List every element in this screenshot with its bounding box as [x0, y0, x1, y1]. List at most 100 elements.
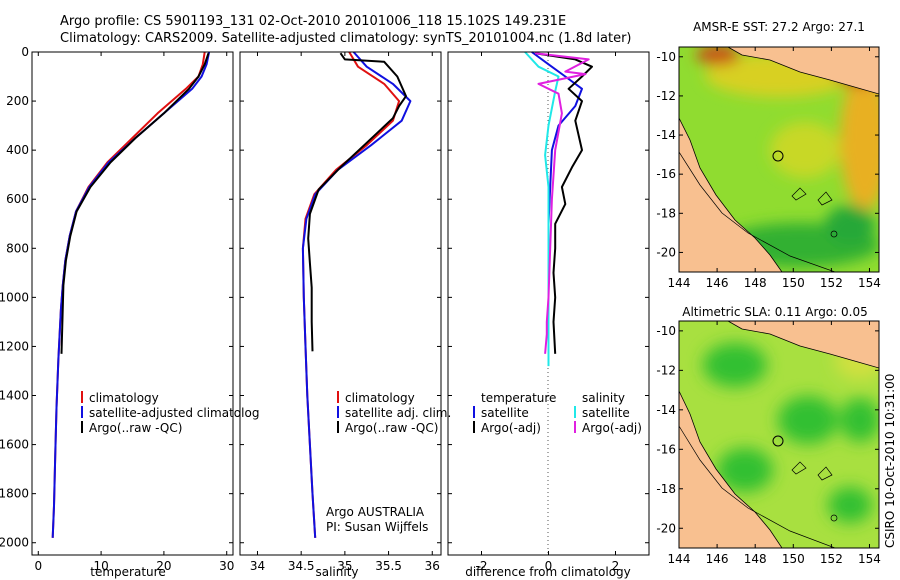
salinity-x-tick-label: 35.5: [375, 559, 402, 573]
legend-label-satellite-adj: satellite adj. clim.: [345, 406, 451, 420]
sst-argo-marker: [772, 150, 784, 162]
sla-high-4: [840, 398, 879, 442]
sst_map-y-tick-label: -12: [656, 89, 676, 103]
sla_map-x-tick-label: 144: [668, 552, 691, 566]
temperature-y-tick-label: 800: [6, 241, 29, 255]
sst_map-x-tick-label: 144: [668, 276, 691, 290]
sst_map-x-tick-label: 148: [744, 276, 767, 290]
temperature-y-tick-label: 600: [6, 192, 29, 206]
sla-high-3: [717, 448, 773, 492]
salinity-x-ticks: 34 34.5 35 35.5 36: [250, 52, 440, 573]
salinity-panel: 34 34.5 35 35.5 36 salinity climatology sate…: [239, 51, 451, 579]
salinity-x-tick-label: 34.5: [288, 559, 315, 573]
difference-x-tick-label: -2: [476, 559, 488, 573]
argo-australia-label: Argo AUSTRALIA: [326, 505, 425, 519]
sla_map-y-tick-label: -12: [656, 363, 676, 377]
sla-land-australia: [679, 390, 783, 548]
temperature-y-tick-label: 1400: [0, 389, 29, 403]
title-line-1: Argo profile: CS 5901193_131 02-Oct-2010…: [60, 14, 566, 29]
salinity-series: [301, 51, 412, 538]
temperature-panel: 0 10 20 30 0 200 400 600 800 1000 1200 1400 1600 180…: [0, 45, 259, 579]
temperature-axes-frame: [31, 51, 234, 556]
temperature-x-tick-label: 20: [156, 559, 171, 573]
sla-shelf-contour: [679, 425, 836, 548]
difference-x-ticks: -2 0 2: [476, 52, 620, 573]
temperature-x-tick-label: 10: [93, 559, 108, 573]
sst-map: AMSR-E SST: 27.2 Argo: 27.1 144 146 148 150…: [656, 20, 881, 290]
difference-x-tick-label: 0: [545, 559, 553, 573]
difference-series-temperature-satellite: [531, 51, 583, 347]
temperature-x-tick-label: 0: [34, 559, 42, 573]
temperature-y-ticks: 0 200 400 600 800 1000 1200 1400 1600 1800 2000: [0, 45, 233, 550]
sla-map-title: Altimetric SLA: 0.11 Argo: 0.05: [682, 305, 867, 319]
temperature-series: [51, 51, 211, 538]
temperature-y-tick-label: 1800: [0, 487, 29, 501]
salinity-x-label: salinity: [315, 565, 358, 579]
sla_map-y-tick-label: -14: [656, 403, 676, 417]
sst_map-y-tick-label: -20: [656, 245, 676, 259]
sla-map-frame: [678, 320, 880, 549]
legend-label-argo: Argo(..raw -QC): [345, 421, 438, 435]
temperature-x-ticks: 0 10 20 30: [34, 52, 234, 573]
legend-label-temp-satellite: satellite: [481, 406, 529, 420]
sla-high-1: [703, 343, 767, 387]
temperature-series-satellite-adjusted-climatology: [51, 51, 211, 538]
temperature-y-tick-label: 2000: [0, 536, 29, 550]
sst-reef-1: [791, 187, 807, 201]
sst-reef-2: [817, 191, 833, 206]
sla-reef-3: [830, 514, 838, 522]
sst-y-ticks: -10 -12 -14 -16 -18 -20: [656, 50, 879, 259]
sla_map-x-tick-label: 146: [706, 552, 729, 566]
legend-label-climatology: climatology: [89, 391, 159, 405]
temperature-series-climatology: [51, 51, 206, 538]
pi-label: PI: Susan Wijffels: [326, 520, 428, 534]
sla_map-x-tick-label: 148: [744, 552, 767, 566]
sla-high-2: [778, 396, 838, 444]
temperature-y-tick-label: 1200: [0, 339, 29, 353]
sla_map-y-tick-label: -10: [656, 324, 676, 338]
sst-x-ticks: 144 146 148 150 152 154: [668, 47, 881, 290]
sla-map: Altimetric SLA: 0.11 Argo: 0.05 144 146 14…: [656, 305, 881, 566]
legend-label-satellite-adjusted: satellite-adjusted climatolog: [89, 406, 259, 420]
sla-high-5: [828, 487, 872, 523]
legend-label-sal-satellite: satellite: [582, 406, 630, 420]
sst-hot-nw: [696, 47, 740, 65]
difference-x-tick-label: 2: [612, 559, 620, 573]
salinity-x-tick-label: 35: [337, 559, 352, 573]
sst-land-png: [727, 47, 879, 95]
temperature-legend: climatology satellite-adjusted climatolo…: [81, 391, 259, 435]
salinity-x-tick-label: 34: [250, 559, 265, 573]
difference-series: [524, 51, 593, 367]
legend-title-temperature: temperature: [481, 391, 556, 405]
temperature-series-argo-raw-qc: [60, 52, 210, 354]
sst_map-y-tick-label: -18: [656, 206, 676, 220]
difference-series-temperature-argo-adj: [534, 52, 593, 354]
temperature-y-tick-label: 200: [6, 94, 29, 108]
sla_map-y-tick-label: -16: [656, 442, 676, 456]
sst_map-y-tick-label: -10: [656, 50, 676, 64]
sst-map-field: [679, 47, 879, 272]
sla-reef-2: [817, 466, 833, 481]
sla-map-field: [679, 321, 879, 548]
sla-reef-1: [791, 461, 807, 475]
difference-x-label: difference from climatology: [465, 565, 631, 579]
legend-title-salinity: salinity: [582, 391, 625, 405]
legend-label-temp-argo: Argo(-adj): [481, 421, 541, 435]
sla_map-x-tick-label: 150: [782, 552, 805, 566]
difference-legend: temperature salinity satellite Argo(-adj…: [473, 391, 642, 435]
sst-shelf-contour: [679, 151, 836, 272]
salinity-axes-frame: [239, 51, 442, 556]
sst-warm-east: [840, 70, 879, 210]
temperature-x-label: temperature: [90, 565, 165, 579]
salinity-series-argo-raw-qc: [307, 52, 407, 352]
sla-x-ticks: 144 146 148 150 152 154: [668, 321, 881, 566]
temperature-y-tick-label: 1600: [0, 438, 29, 452]
sla_map-x-tick-label: 154: [858, 552, 881, 566]
legend-label-argo: Argo(..raw -QC): [89, 421, 182, 435]
sst_map-x-tick-label: 152: [820, 276, 843, 290]
legend-label-climatology: climatology: [345, 391, 415, 405]
sst_map-x-tick-label: 150: [782, 276, 805, 290]
difference-panel: -2 0 2 difference from climatology tempera…: [447, 51, 650, 579]
legend-label-sal-argo: Argo(-adj): [582, 421, 642, 435]
